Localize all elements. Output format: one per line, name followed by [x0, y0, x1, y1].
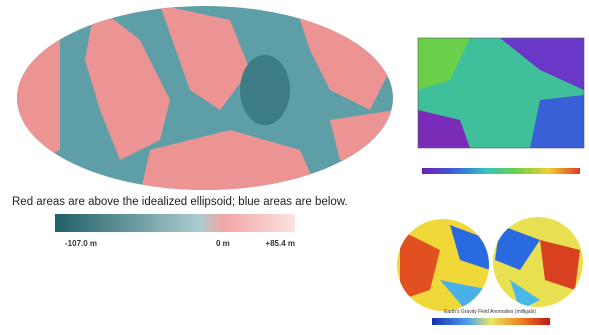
- gravity-map: [418, 38, 584, 174]
- gravity-caption: Earth's Gravity Field Anomalies (milliga…: [444, 309, 536, 315]
- caption: Red areas are above the idealized ellips…: [12, 196, 348, 208]
- gravity-globes: Earth's Gravity Field Anomalies (milliga…: [395, 215, 585, 325]
- legend-min: -107.0 m: [65, 239, 97, 248]
- legend-bar: [55, 214, 295, 232]
- geoid-map: [15, 5, 395, 195]
- legend-max: +85.4 m: [265, 239, 295, 248]
- figure: Red areas are above the idealized ellips…: [0, 0, 589, 335]
- page: Red areas are above the idealized ellips…: [0, 0, 589, 335]
- legend-mid: 0 m: [216, 239, 230, 248]
